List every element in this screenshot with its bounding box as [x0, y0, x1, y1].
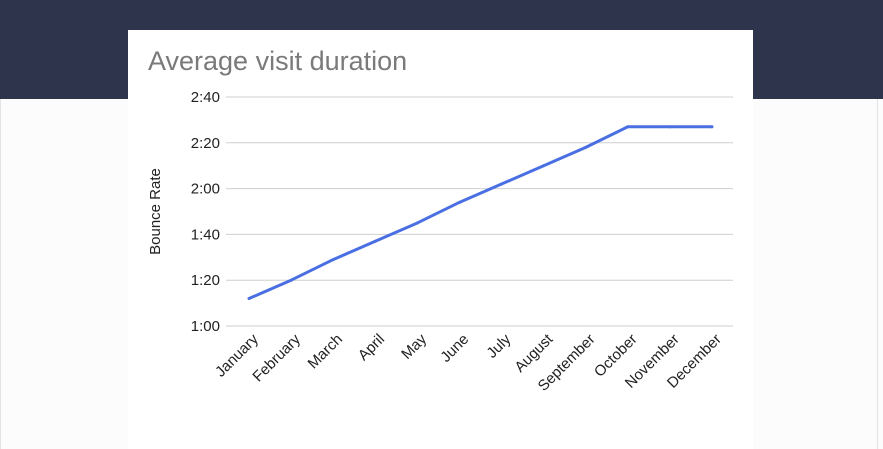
- data-point: [668, 125, 672, 129]
- data-point: [415, 221, 419, 225]
- x-tick-label: June: [437, 331, 472, 366]
- y-tick-label: 1:00: [191, 318, 220, 335]
- data-point: [500, 182, 504, 186]
- y-tick-label: 2:00: [191, 181, 220, 198]
- y-tick-label: 1:20: [191, 272, 220, 289]
- series-line: [248, 125, 712, 300]
- data-point: [289, 278, 293, 282]
- x-tick-label: March: [305, 331, 346, 372]
- y-axis-title: Bounce Rate: [147, 168, 164, 255]
- y-tick-label: 1:40: [191, 226, 220, 243]
- x-tick-label: May: [398, 330, 430, 362]
- y-tick-label: 2:40: [191, 89, 220, 106]
- data-point: [457, 200, 461, 204]
- data-point: [584, 145, 588, 149]
- data-point: [373, 239, 377, 243]
- data-point: [247, 297, 251, 301]
- data-point: [710, 125, 714, 129]
- chart-title: Average visit duration: [148, 46, 408, 76]
- data-point: [542, 164, 546, 168]
- right-border: [877, 99, 878, 449]
- y-tick-label: 2:20: [191, 135, 220, 152]
- x-tick-label: April: [355, 331, 388, 364]
- left-border: [0, 99, 1, 449]
- data-point: [331, 258, 335, 262]
- data-point: [626, 125, 630, 129]
- chart-card: Average visit duration 1:00 1:20 1:40 2:00 2…: [128, 30, 753, 449]
- x-tick-label: July: [483, 330, 514, 361]
